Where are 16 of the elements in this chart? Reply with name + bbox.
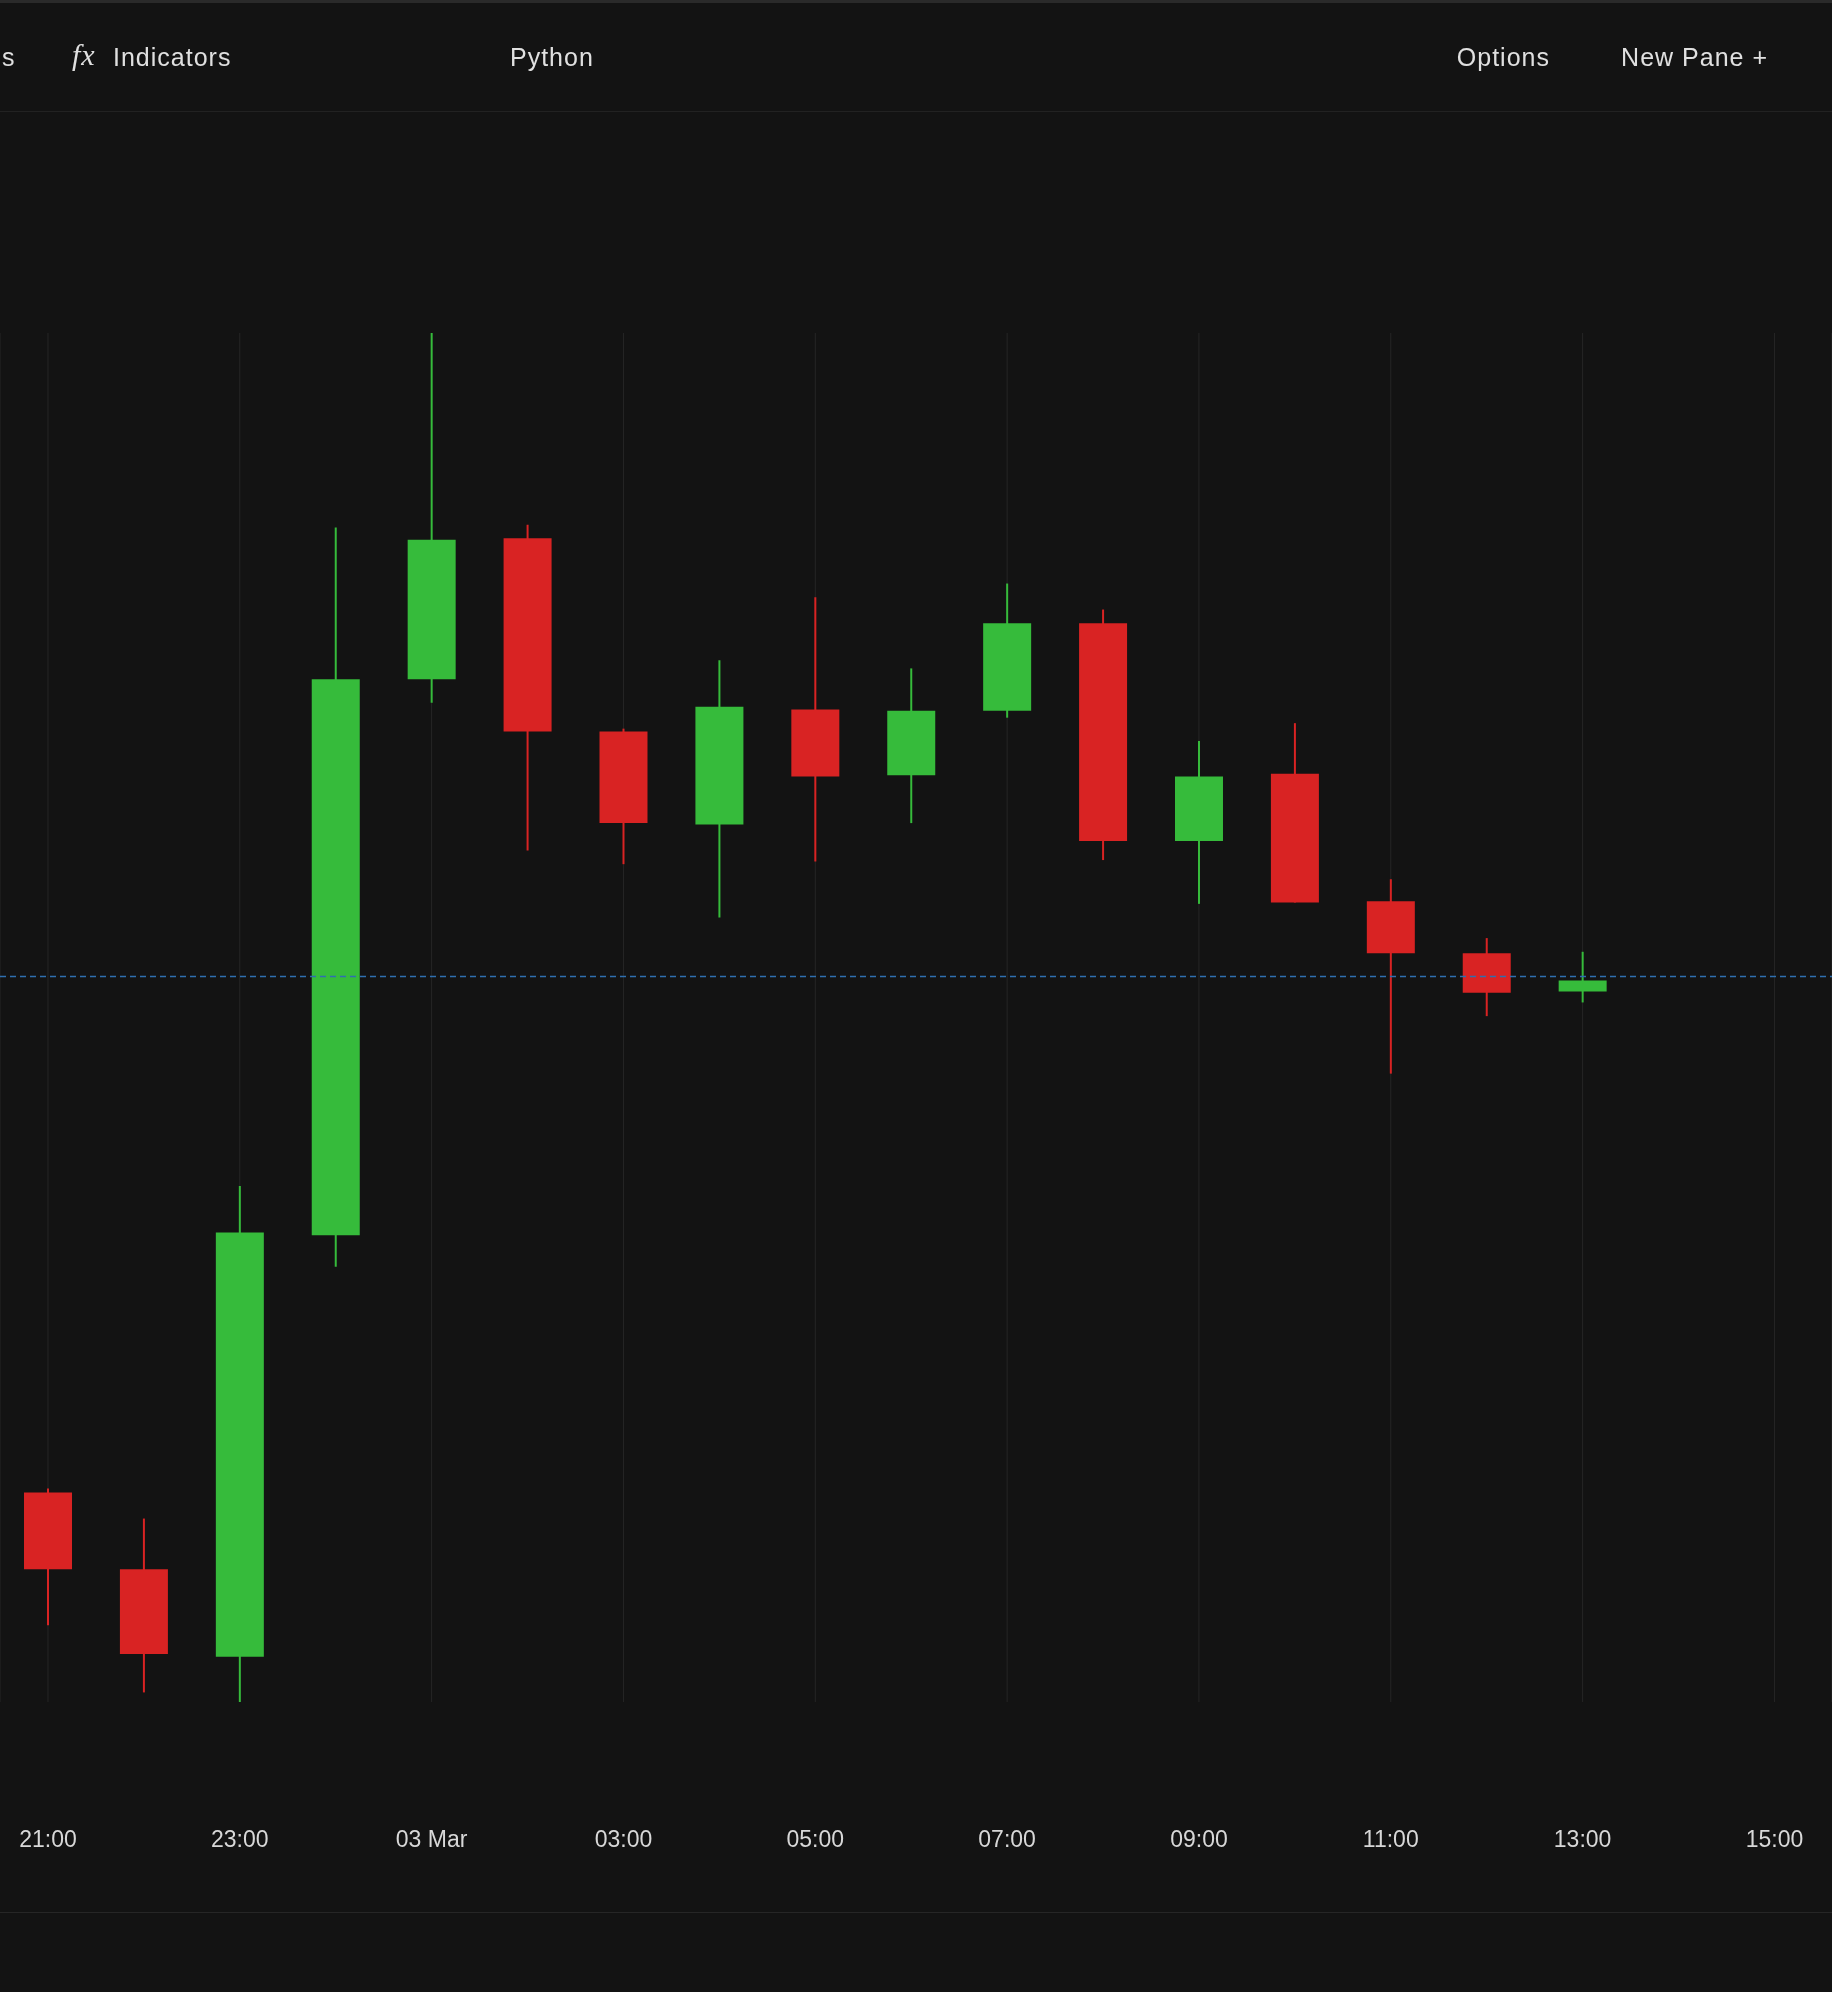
text: fx [72,38,96,72]
x-tick-label: 09:00 [1170,1826,1228,1852]
x-tick-label: 21:00 [19,1826,77,1852]
x-tick-label: 11:00 [1362,1826,1419,1852]
x-tick-label: 03 Mar [395,1826,468,1852]
x-tick-label: 23:00 [211,1826,269,1852]
x-tick-label: 05:00 [786,1826,845,1852]
text: Options [1456,43,1550,72]
x-tick-label: 15:00 [1745,1826,1804,1852]
text: Indicators [113,43,232,72]
x-tick-label: 13:00 [1553,1826,1612,1852]
text: Python [510,43,594,72]
text: s [2,43,16,72]
x-tick-label: 03:00 [594,1826,653,1852]
x-tick-label: 07:00 [978,1826,1036,1852]
text: New Pane + [1621,43,1768,72]
